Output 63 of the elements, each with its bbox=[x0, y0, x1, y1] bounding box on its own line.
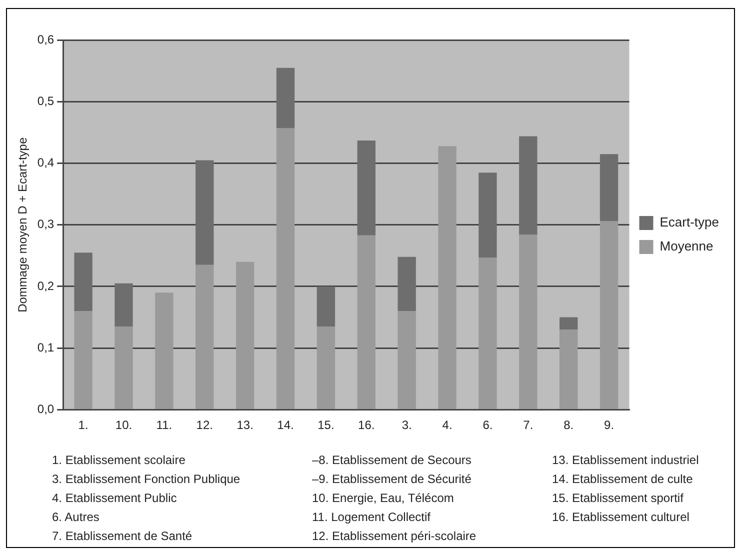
x-tick-label: 14. bbox=[277, 418, 294, 432]
text: 1. Etablissement scolaire bbox=[52, 453, 186, 469]
text: 13. Etablissement industriel bbox=[552, 453, 700, 469]
y-tick-label: 0,0 bbox=[37, 402, 54, 416]
bar bbox=[236, 262, 254, 409]
text: 16. Etablissement culturel bbox=[552, 510, 690, 526]
text: 15. Etablissement sportif bbox=[552, 491, 684, 507]
text: 12. Etablissement péri-scolaire bbox=[312, 529, 478, 545]
bar bbox=[276, 68, 295, 128]
x-tick-label: 3. bbox=[402, 418, 412, 432]
text: 4. Etablissement Public bbox=[52, 491, 178, 507]
bar bbox=[357, 235, 376, 409]
text: –9. Etablissement de Sécurité bbox=[312, 472, 472, 488]
bar bbox=[398, 311, 416, 409]
y-tick-label: 0,5 bbox=[37, 94, 54, 108]
bar bbox=[316, 326, 336, 409]
bar bbox=[559, 317, 578, 330]
bar bbox=[398, 256, 416, 312]
bar bbox=[438, 146, 456, 409]
legend-label: Ecart-type bbox=[660, 214, 720, 230]
bar bbox=[357, 140, 376, 236]
bar bbox=[155, 292, 174, 409]
y-tick-label: 0,2 bbox=[37, 278, 54, 293]
bar bbox=[74, 311, 92, 409]
bar bbox=[196, 264, 214, 409]
y-tick-label: 0,3 bbox=[37, 217, 54, 232]
text: 3. Etablissement Fonction Publique bbox=[52, 472, 242, 488]
y-tick-label: 0,6 bbox=[37, 32, 54, 47]
text: 11. Logement Collectif bbox=[312, 510, 432, 526]
x-tick-label: 7. bbox=[523, 418, 534, 432]
y-axis-title: Dommage moyen D + Ecart-type bbox=[16, 137, 30, 312]
x-tick-label: 12. bbox=[196, 418, 213, 432]
y-tick-label: 0,1 bbox=[37, 340, 54, 354]
x-tick-label: 4. bbox=[442, 418, 452, 432]
text: 10. Energie, Eau, Télécom bbox=[312, 491, 455, 507]
bar bbox=[559, 330, 578, 409]
text: –8. Etablissement de Secours bbox=[312, 453, 472, 469]
bar bbox=[196, 160, 214, 265]
bar bbox=[478, 172, 497, 258]
bar bbox=[114, 283, 133, 326]
x-tick-label: 15. bbox=[318, 418, 334, 432]
x-tick-label: 13. bbox=[236, 418, 254, 432]
y-tick-label: 0,4 bbox=[37, 156, 54, 170]
bar bbox=[316, 286, 336, 326]
x-tick-label: 10. bbox=[115, 418, 132, 432]
x-tick-label: 16. bbox=[358, 418, 375, 432]
bar bbox=[74, 252, 92, 312]
x-tick-label: 8. bbox=[564, 418, 574, 432]
bar bbox=[519, 234, 538, 409]
text: 6. Autres bbox=[52, 510, 100, 526]
bar bbox=[600, 154, 618, 222]
x-tick-label: 6. bbox=[482, 418, 493, 432]
bar bbox=[478, 258, 497, 409]
text: 7. Etablissement de Santé bbox=[52, 529, 194, 545]
bar bbox=[519, 136, 538, 235]
legend-label: Moyenne bbox=[660, 238, 714, 254]
bar bbox=[276, 128, 295, 409]
x-tick-label: 11. bbox=[156, 418, 172, 432]
x-tick-label: 9. bbox=[604, 418, 614, 432]
text: 14. Etablissement de culte bbox=[552, 472, 694, 488]
bar bbox=[600, 221, 618, 409]
x-tick-label: 1. bbox=[78, 418, 88, 432]
bar bbox=[114, 326, 133, 409]
